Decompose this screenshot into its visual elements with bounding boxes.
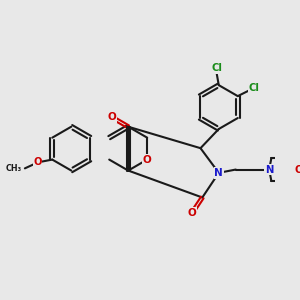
Text: N: N (265, 164, 273, 175)
Text: O: O (295, 164, 300, 175)
Text: CH₃: CH₃ (5, 164, 22, 173)
Text: O: O (107, 112, 116, 122)
Text: Cl: Cl (211, 63, 222, 73)
Text: O: O (188, 208, 196, 218)
Text: Cl: Cl (248, 83, 259, 93)
Text: O: O (143, 154, 152, 165)
Text: N: N (214, 168, 223, 178)
Text: O: O (33, 157, 42, 167)
